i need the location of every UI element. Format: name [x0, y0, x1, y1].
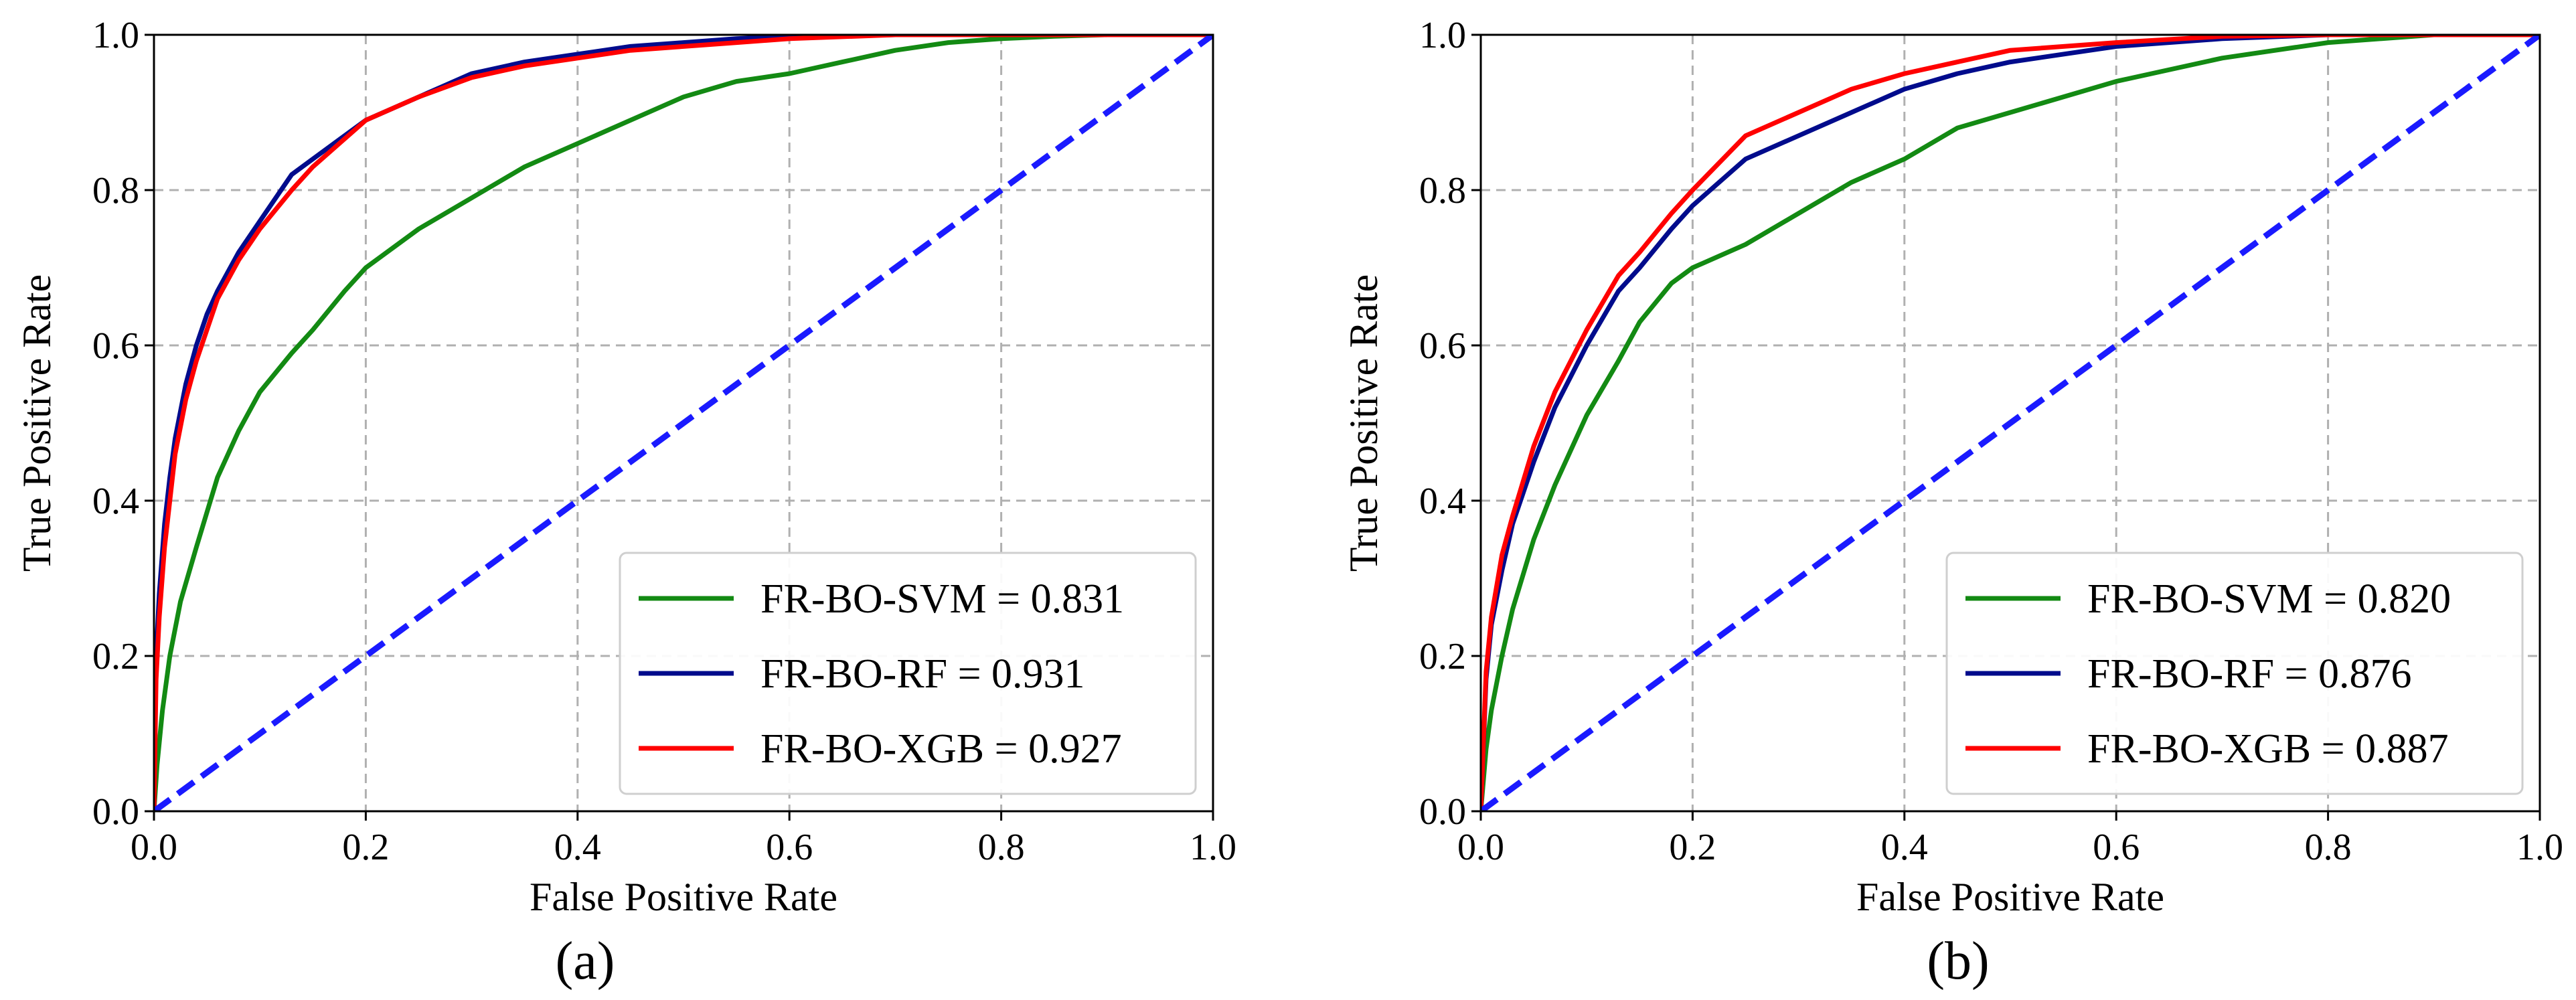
- roc-panel-b: 0.0 0.2 0.4 0.6 0.8 1.0 0.0 0.2 0.4 0.6 0.8 1.0 Fals…: [1342, 15, 2563, 991]
- x-axis-label: False Positive Rate: [530, 875, 837, 919]
- x-tick-label: 0.4: [554, 827, 601, 868]
- x-tick-label: 0.6: [766, 827, 813, 868]
- legend-entry-label: FR-BO-SVM = 0.831: [760, 576, 1124, 622]
- x-tick-label: 0.2: [1669, 827, 1716, 868]
- plot-series: [1481, 35, 2540, 811]
- y-tick-label: 0.4: [1419, 481, 1466, 522]
- legend-entry-label: FR-BO-RF = 0.876: [2087, 651, 2412, 697]
- roc-curve-fr-bo-svm: [1481, 35, 2540, 811]
- plot-frame: [1479, 33, 2541, 813]
- x-tick-label: 0.0: [1457, 827, 1504, 868]
- y-tick-label: 0.4: [92, 481, 139, 522]
- x-tick-label: 0.0: [131, 827, 177, 868]
- x-tick-label: 0.6: [2093, 827, 2140, 868]
- y-tick-label: 1.0: [1419, 15, 1466, 56]
- roc-curve-fr-bo-rf: [1481, 35, 2540, 811]
- panel-label: (a): [556, 932, 615, 991]
- panel-label: (b): [1927, 932, 1989, 991]
- legend-entry-label: FR-BO-SVM = 0.820: [2087, 576, 2451, 622]
- y-tick-label: 1.0: [92, 15, 139, 56]
- y-tick-label: 0.8: [1419, 170, 1466, 212]
- x-axis-label: False Positive Rate: [1856, 875, 2164, 919]
- roc-curve-fr-bo-xgb: [1481, 35, 2540, 811]
- x-tick-label: 0.2: [342, 827, 389, 868]
- legend-entry-label: FR-BO-XGB = 0.887: [2087, 726, 2449, 772]
- y-axis-label: True Positive Rate: [15, 274, 59, 572]
- roc-panel-a: 0.0 0.2 0.4 0.6 0.8 1.0 0.0 0.2 0.4 0.6 0.8 1.0 Fals…: [15, 15, 1236, 991]
- y-axis-label: True Positive Rate: [1342, 274, 1386, 572]
- y-tick-label: 0.2: [1419, 636, 1466, 677]
- x-tick-label: 0.8: [978, 827, 1025, 868]
- y-tick-label: 0.0: [1419, 791, 1466, 833]
- legend: FR-BO-SVM = 0.831 FR-BO-RF = 0.931 FR-BO-X…: [619, 552, 1197, 795]
- y-tick-label: 0.6: [1419, 325, 1466, 367]
- roc-curve-fr-bo-xgb: [154, 35, 1213, 811]
- y-tick-label: 0.8: [92, 170, 139, 212]
- legend: FR-BO-SVM = 0.820 FR-BO-RF = 0.876 FR-BO-X…: [1945, 552, 2524, 795]
- y-tick-label: 0.6: [92, 325, 139, 367]
- diagonal-reference-line: [154, 35, 1213, 811]
- x-tick-label: 1.0: [1190, 827, 1236, 868]
- x-tick-label: 1.0: [2516, 827, 2563, 868]
- legend-box: [1945, 552, 2524, 795]
- x-tick-label: 0.8: [2305, 827, 2352, 868]
- roc-curve-fr-bo-rf: [154, 35, 1213, 811]
- y-tick-label: 0.0: [92, 791, 139, 833]
- legend-box: [619, 552, 1197, 795]
- legend-entry-label: FR-BO-XGB = 0.927: [760, 726, 1122, 772]
- diagonal-reference-line: [1481, 35, 2540, 811]
- plot-series: [154, 35, 1213, 811]
- y-tick-label: 0.2: [92, 636, 139, 677]
- x-tick-label: 0.4: [1881, 827, 1928, 868]
- legend-entry-label: FR-BO-RF = 0.931: [760, 651, 1085, 697]
- roc-curve-fr-bo-svm: [154, 35, 1213, 811]
- plot-frame: [153, 33, 1214, 813]
